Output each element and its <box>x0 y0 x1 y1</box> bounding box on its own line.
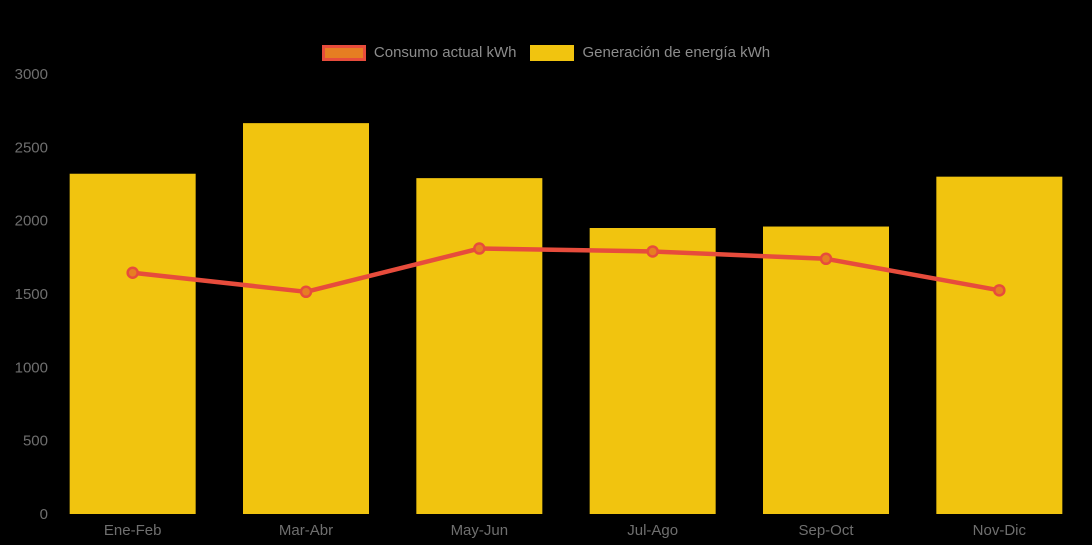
line-marker-May-Jun <box>473 242 486 255</box>
y-tick-label-2000: 2000 <box>15 213 48 230</box>
bar-Mar-Abr <box>243 123 369 514</box>
line-marker-Jul-Ago <box>646 245 659 258</box>
y-tick-label-3000: 3000 <box>15 66 48 83</box>
legend-label-generacion: Generación de energía kWh <box>582 44 771 61</box>
y-tick-label-1000: 1000 <box>15 359 48 376</box>
x-tick-label-Ene-Feb: Ene-Feb <box>104 522 162 539</box>
x-tick-label-Nov-Dic: Nov-Dic <box>973 522 1027 539</box>
x-tick-label-May-Jun: May-Jun <box>451 522 509 539</box>
bar-Ene-Feb <box>69 173 196 514</box>
generacion-swatch-icon <box>530 45 575 61</box>
line-marker-Ene-Feb <box>126 266 139 279</box>
bar-May-Jun <box>416 178 543 514</box>
legend-item-generacion[interactable]: Generación de energía kWh <box>530 45 770 61</box>
bar-Jul-Ago <box>589 228 716 514</box>
consumption-line <box>130 246 1002 295</box>
y-tick-label-500: 500 <box>23 433 48 450</box>
consumo-swatch-icon <box>321 45 366 61</box>
legend-label-consumo: Consumo actual kWh <box>373 44 517 61</box>
y-tick-label-1500: 1500 <box>15 286 48 303</box>
line-marker-Nov-Dic <box>993 284 1006 297</box>
y-tick-label-0: 0 <box>40 506 48 523</box>
bar-Sep-Oct <box>763 226 889 515</box>
y-tick-label-2500: 2500 <box>15 139 48 156</box>
line-marker-Mar-Abr <box>299 285 313 299</box>
x-tick-label-Sep-Oct: Sep-Oct <box>798 522 854 539</box>
legend-item-consumo[interactable]: Consumo actual kWh <box>321 44 517 61</box>
x-tick-label-Jul-Ago: Jul-Ago <box>627 522 678 539</box>
legend: Consumo actual kWh Generación de energía… <box>0 45 1092 61</box>
bar-Nov-Dic <box>936 176 1063 514</box>
line-marker-Sep-Oct <box>819 252 833 266</box>
x-tick-label-Mar-Abr: Mar-Abr <box>279 522 333 539</box>
